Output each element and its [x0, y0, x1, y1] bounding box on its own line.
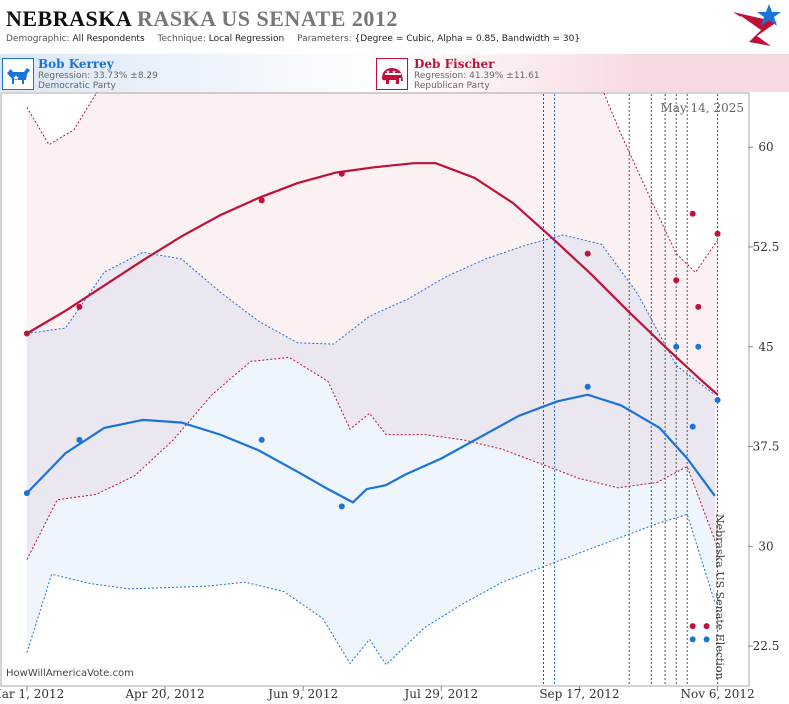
- x-axis: Mar 1, 2012 Apr 20, 2012 Jun 9, 2012 Jul 29…: [0, 686, 755, 701]
- demographic-label: Demographic:: [6, 34, 70, 44]
- donkey-icon: [2, 58, 34, 90]
- y-tick-label: 22.5: [753, 639, 780, 653]
- dem-data-point[interactable]: [76, 436, 83, 443]
- watermark: HowWillAmericaVote.com: [6, 668, 134, 679]
- dem-data-point[interactable]: [258, 436, 265, 443]
- site-logo[interactable]: [731, 2, 783, 48]
- legend-bar: Bob Kerrey Regression: 33.73% ±8.29 Demo…: [0, 54, 789, 92]
- dem-data-point[interactable]: [689, 636, 696, 643]
- dem-data-point[interactable]: [338, 503, 345, 510]
- parameters-value: {Degree = Cubic, Alpha = 0.85, Bandwidth…: [354, 34, 581, 44]
- dem-data-point[interactable]: [703, 636, 710, 643]
- rep-upper-bound: [26, 92, 719, 274]
- party-rep: Republican Party: [414, 81, 490, 91]
- dem-data-point[interactable]: [23, 490, 30, 497]
- data-points: [23, 170, 721, 643]
- rep-lower-bound: [26, 356, 719, 560]
- regression-dem: Regression: 33.73% ±8.29: [38, 71, 158, 81]
- rep-data-point[interactable]: [689, 623, 696, 630]
- x-tick-label: Nov 6, 2012: [681, 687, 755, 701]
- elephant-icon: [376, 58, 408, 90]
- election-label: Nebraska US Senate Election: [713, 514, 726, 680]
- y-tick-label: 30: [758, 539, 773, 553]
- dem-data-point[interactable]: [695, 343, 702, 350]
- technique-value: Local Regression: [208, 34, 285, 44]
- demographic-value: All Respondents: [72, 34, 145, 44]
- event-lines: [543, 94, 719, 686]
- date-stamp: May 14, 2025: [661, 101, 744, 115]
- rep-data-point[interactable]: [23, 330, 30, 337]
- page-title: NEBRASKA RASKA US SENATE 2012: [6, 6, 398, 32]
- y-tick-label: 52.5: [753, 240, 780, 254]
- trend-lines: [26, 162, 719, 504]
- regression-rep: Regression: 41.39% ±11.61: [414, 71, 540, 81]
- party-dem: Democratic Party: [38, 81, 116, 91]
- candidate-name-rep: Deb Fischer: [414, 57, 495, 71]
- rep-data-point[interactable]: [338, 170, 345, 177]
- plot-frame: [0, 92, 750, 687]
- dem-data-point[interactable]: [714, 397, 721, 403]
- dem-lower-bound: [26, 513, 716, 666]
- dem-data-point[interactable]: [689, 423, 696, 430]
- x-tick-label: Apr 20, 2012: [124, 687, 204, 701]
- dem-trend-line: [26, 393, 716, 504]
- chart: 60 52.5 45 37.5 30 22.5 Mar 1, 2012 Apr 20, 20…: [0, 92, 779, 701]
- rep-data-point[interactable]: [703, 623, 710, 630]
- title-state: NEBRASKA: [6, 6, 132, 31]
- y-tick-label: 60: [758, 140, 773, 154]
- y-tick-label: 37.5: [753, 440, 780, 454]
- title-rest: RASKA US SENATE 2012: [137, 6, 398, 31]
- rep-band-fill: [26, 92, 718, 560]
- y-tick-label: 45: [758, 340, 773, 354]
- dem-data-point[interactable]: [673, 343, 680, 350]
- dem-data-point[interactable]: [584, 383, 591, 390]
- rep-data-point[interactable]: [673, 277, 680, 284]
- dem-band-fill: [26, 235, 715, 665]
- confidence-bands: [26, 92, 719, 666]
- parameters-label: Parameters:: [297, 34, 352, 44]
- x-tick-label: Mar 1, 2012: [0, 687, 64, 701]
- rep-data-point[interactable]: [584, 250, 591, 257]
- parameters-line: Demographic: All Respondents Technique: …: [6, 34, 590, 44]
- x-tick-label: Sep 17, 2012: [539, 687, 619, 701]
- legend-republican[interactable]: Deb Fischer Regression: 41.39% ±11.61 Re…: [376, 54, 789, 92]
- x-tick-label: Jul 29, 2012: [402, 687, 478, 701]
- x-tick-label: Jun 9, 2012: [266, 687, 338, 701]
- legend-democrat[interactable]: Bob Kerrey Regression: 33.73% ±8.29 Demo…: [0, 54, 394, 92]
- y-axis: 60 52.5 45 37.5 30 22.5: [748, 140, 779, 653]
- rep-data-point[interactable]: [689, 210, 696, 217]
- rep-data-point[interactable]: [76, 303, 83, 310]
- rep-data-point[interactable]: [258, 197, 265, 204]
- technique-label: Technique:: [157, 34, 206, 44]
- dem-upper-bound: [26, 234, 716, 396]
- rep-data-point[interactable]: [714, 230, 721, 237]
- rep-trend-line: [26, 162, 719, 396]
- candidate-name-dem: Bob Kerrey: [38, 57, 114, 71]
- rep-data-point[interactable]: [695, 303, 702, 310]
